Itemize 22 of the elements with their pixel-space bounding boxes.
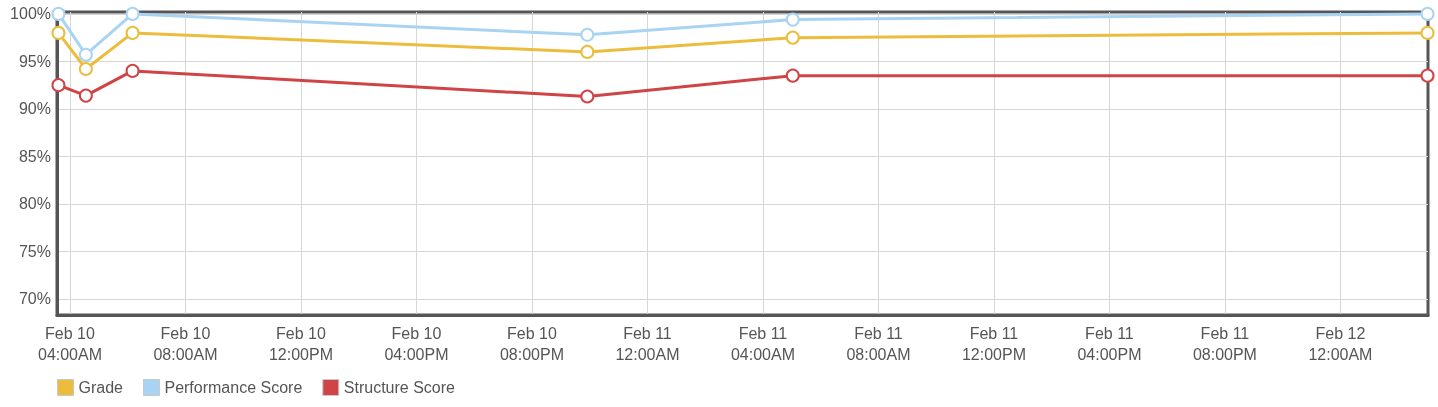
- legend-label: Performance Score: [164, 379, 303, 396]
- y-tick-label: 75%: [18, 242, 51, 260]
- legend-label: Grade: [78, 379, 124, 396]
- y-tick-label: 100%: [10, 5, 51, 23]
- y-tick-label: 70%: [18, 290, 51, 308]
- x-tick-label: Feb 10 08:00AM: [153, 325, 218, 363]
- x-tick-label: Feb 10 04:00PM: [384, 325, 449, 363]
- x-tick-label: Feb 11 04:00AM: [730, 325, 795, 363]
- y-tick-label: 80%: [18, 195, 51, 213]
- x-tick-label: Feb 10 12:00PM: [268, 325, 333, 363]
- x-tick-label: Feb 11 12:00AM: [615, 325, 680, 363]
- x-tick-label: Feb 12 12:00AM: [1308, 325, 1373, 363]
- x-tick-label: Feb 11 04:00PM: [1077, 325, 1142, 363]
- y-tick-label: 85%: [18, 147, 51, 165]
- y-tick-label: 95%: [18, 52, 51, 70]
- x-tick-label: Feb 10 04:00AM: [37, 325, 103, 363]
- y-tick-label: 90%: [18, 100, 51, 118]
- x-tick-label: Feb 11 12:00PM: [961, 325, 1026, 363]
- x-tick-label: Feb 10 08:00PM: [499, 325, 564, 363]
- x-tick-label: Feb 11 08:00AM: [846, 325, 911, 363]
- x-tick-label: Feb 11 08:00PM: [1192, 325, 1257, 363]
- legend-label: Structure Score: [343, 379, 456, 396]
